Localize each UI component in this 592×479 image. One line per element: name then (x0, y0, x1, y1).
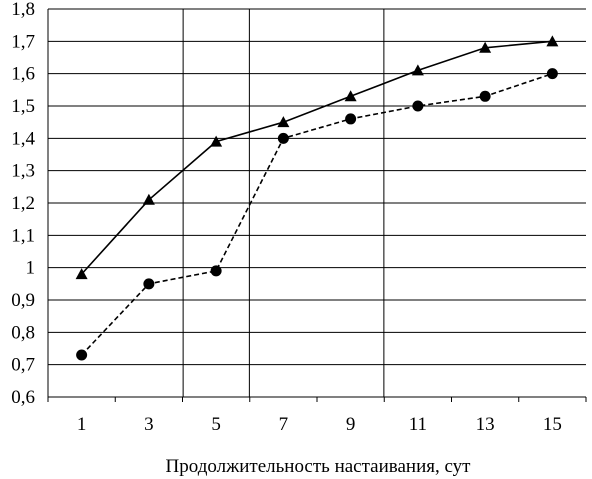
x-tick-labels: 1 3 5 7 9 11 13 15 (77, 414, 562, 435)
grid (48, 8, 586, 397)
y-tick-label: 1 (26, 258, 36, 279)
data-point-circle (143, 278, 155, 290)
y-tick-label: 1,7 (11, 31, 35, 52)
y-tick-label: 1,3 (11, 161, 35, 182)
series-2 (76, 68, 558, 361)
x-tick-label: 3 (144, 414, 154, 435)
y-tick-label: 0,7 (11, 355, 35, 376)
x-tick-label: 15 (543, 414, 562, 435)
data-point-triangle (546, 35, 559, 47)
data-point-circle (277, 132, 289, 144)
data-point-circle (479, 90, 491, 102)
data-point-triangle (411, 64, 424, 76)
x-tick-label: 11 (409, 414, 427, 435)
data-point-triangle (142, 193, 155, 205)
x-tick-label: 13 (476, 414, 495, 435)
data-point-triangle (479, 41, 492, 53)
y-tick-label: 1,6 (11, 64, 35, 85)
x-tick-label: 5 (211, 414, 221, 435)
y-tick-label: 1,8 (11, 0, 35, 20)
axes (47, 9, 587, 402)
y-tick-label: 0,9 (11, 290, 35, 311)
data-point-circle (412, 100, 424, 112)
y-tick-label: 1,4 (11, 128, 35, 149)
series (75, 35, 559, 361)
y-tick-labels: 0,6 0,7 0,8 0,9 1 1,1 1,2 1,3 1,4 1,5 1,6 1,7 1,8 (11, 0, 35, 408)
y-tick-label: 1,5 (11, 96, 35, 117)
x-axis-title: Продолжительность настаивания, сут (166, 456, 472, 477)
y-tick-label: 0,8 (11, 322, 35, 343)
data-point-triangle (75, 268, 88, 280)
x-tick-label: 7 (279, 414, 289, 435)
data-point-triangle (277, 116, 290, 128)
data-point-circle (76, 349, 88, 361)
data-point-triangle (344, 90, 357, 102)
series-line (81, 40, 553, 275)
data-point-circle (345, 113, 357, 125)
y-tick-label: 0,6 (11, 387, 35, 408)
y-tick-label: 1,2 (11, 193, 35, 214)
x-tick-label: 1 (77, 414, 87, 435)
data-point-circle (210, 265, 222, 277)
data-point-triangle (210, 135, 223, 147)
x-tick-label: 9 (346, 414, 356, 435)
series-line (81, 72, 553, 356)
data-point-circle (546, 68, 558, 80)
series-1 (75, 35, 559, 280)
y-tick-label: 1,1 (11, 225, 35, 246)
